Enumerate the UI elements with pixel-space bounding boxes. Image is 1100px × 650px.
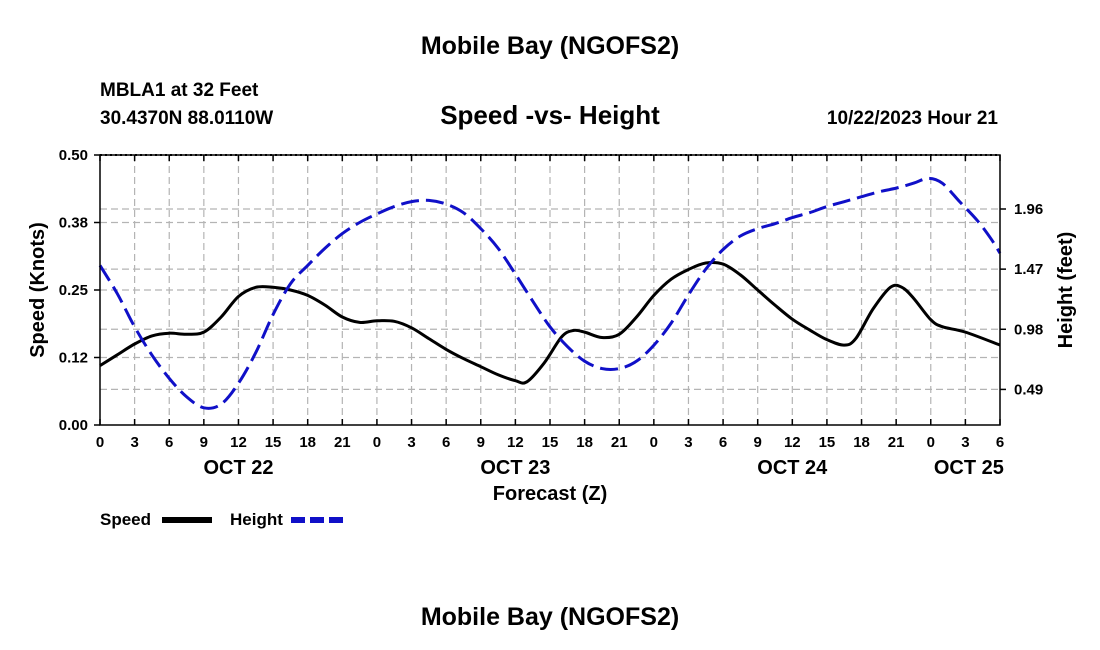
speed-series-line: [99, 260, 1001, 385]
x-tick-label: 12: [784, 434, 801, 451]
x-tick-label: 18: [853, 434, 870, 451]
x-tick-label: 6: [719, 434, 727, 451]
legend-height-label: Height: [230, 510, 283, 529]
x-tick-label: 18: [299, 434, 316, 451]
ticks: 0 3 6 9 12 15 18 21 0 3 6 9 12 15 18 21 0 3 6 9 12 15 18 21 0 3 6 0…: [59, 147, 1043, 479]
y2-tick-label: 1.96: [1014, 201, 1043, 218]
date-label: OCT 22: [203, 457, 273, 479]
station-label: MBLA1 at 32 Feet: [100, 80, 259, 101]
grid: [100, 155, 1000, 425]
date-label: OCT 24: [757, 457, 828, 479]
x-tick-label: 18: [576, 434, 593, 451]
chart-title: Speed -vs- Height: [440, 100, 660, 130]
x-tick-label: 3: [407, 434, 415, 451]
x-tick-label: 9: [754, 434, 762, 451]
y-tick-label: 0.00: [59, 417, 88, 434]
y2-tick-label: 1.47: [1014, 261, 1043, 278]
page-title: Mobile Bay (NGOFS2): [421, 32, 679, 60]
x-tick-label: 6: [165, 434, 173, 451]
date-label: OCT 25: [934, 457, 1004, 479]
y-tick-label: 0.38: [59, 215, 88, 232]
series-layer: [98, 176, 1002, 410]
y-tick-label: 0.50: [59, 147, 88, 164]
x-tick-label: 21: [888, 434, 905, 451]
y-tick-label: 0.25: [59, 282, 88, 299]
x-tick-label: 3: [684, 434, 692, 451]
y2-axis-label: Height (feet): [1055, 232, 1077, 349]
x-tick-label: 15: [542, 434, 559, 451]
coordinates-label: 30.4370N 88.0110W: [100, 108, 273, 129]
y2-tick-label: 0.49: [1014, 381, 1043, 398]
x-tick-label: 15: [265, 434, 282, 451]
x-tick-label: 9: [200, 434, 208, 451]
y-tick-label: 0.12: [59, 350, 88, 367]
forecast-time-label: 10/22/2023 Hour 21: [827, 108, 999, 129]
x-tick-label: 0: [96, 434, 104, 451]
x-tick-label: 12: [507, 434, 524, 451]
x-tick-label: 15: [819, 434, 836, 451]
x-tick-label: 0: [650, 434, 658, 451]
footer-title: Mobile Bay (NGOFS2): [421, 603, 679, 631]
height-series-line: [98, 176, 1002, 410]
legend-speed-label: Speed: [100, 510, 151, 529]
x-tick-label: 12: [230, 434, 247, 451]
y-axis-label: Speed (Knots): [27, 222, 49, 358]
x-tick-label: 0: [927, 434, 935, 451]
x-tick-label: 3: [130, 434, 138, 451]
x-tick-label: 21: [334, 434, 351, 451]
legend: Speed Height: [100, 510, 343, 529]
x-tick-label: 6: [442, 434, 450, 451]
y2-tick-label: 0.98: [1014, 321, 1043, 338]
x-tick-label: 6: [996, 434, 1004, 451]
date-label: OCT 23: [480, 457, 550, 479]
x-tick-label: 21: [611, 434, 628, 451]
x-tick-label: 0: [373, 434, 381, 451]
x-axis-label: Forecast (Z): [493, 483, 607, 505]
x-tick-label: 3: [961, 434, 969, 451]
x-tick-label: 9: [477, 434, 485, 451]
